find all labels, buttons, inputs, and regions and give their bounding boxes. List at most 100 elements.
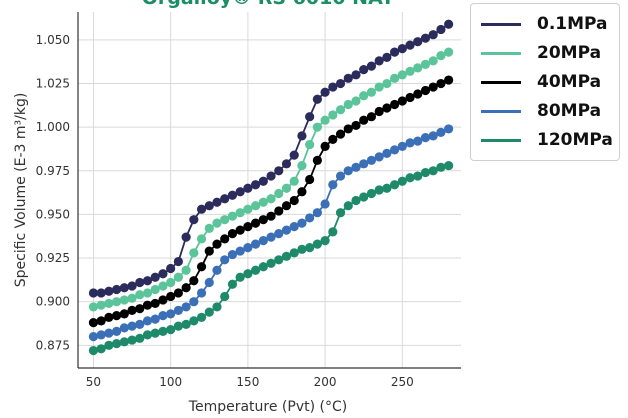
data-point — [335, 208, 346, 218]
data-point — [266, 171, 276, 181]
y-tick-label: 1.000 — [36, 120, 70, 134]
data-point — [127, 305, 137, 316]
data-point — [142, 330, 153, 340]
data-point — [281, 183, 292, 193]
data-point — [382, 183, 392, 193]
data-point — [127, 335, 137, 345]
data-point — [142, 300, 153, 310]
data-point — [289, 222, 299, 232]
data-point — [251, 265, 261, 275]
data-point — [135, 277, 145, 288]
data-point — [227, 229, 238, 239]
data-point — [397, 176, 407, 186]
data-point — [274, 229, 284, 239]
data-point — [305, 112, 315, 122]
data-point — [142, 316, 153, 326]
data-point — [112, 326, 122, 336]
data-point — [374, 56, 384, 66]
data-point — [420, 133, 431, 143]
data-point — [212, 239, 222, 249]
data-point — [335, 171, 346, 181]
data-point — [312, 122, 322, 132]
data-point — [96, 344, 106, 354]
data-point — [135, 319, 145, 329]
data-point — [436, 127, 446, 138]
data-point — [119, 295, 129, 305]
data-point — [366, 188, 377, 199]
data-point — [135, 290, 145, 300]
data-point — [405, 173, 415, 183]
data-point — [335, 78, 346, 89]
data-point — [204, 277, 214, 288]
data-point — [150, 272, 160, 282]
data-point — [366, 87, 377, 97]
data-point — [274, 188, 284, 199]
data-point — [297, 244, 307, 254]
data-point — [289, 248, 299, 258]
data-point — [227, 249, 238, 260]
legend-swatch — [481, 22, 521, 26]
data-point — [382, 148, 392, 158]
data-point — [436, 162, 446, 172]
data-point — [405, 40, 415, 50]
x-axis-label: Temperature (Pvt) (°C) — [188, 399, 347, 415]
data-point — [150, 314, 160, 324]
data-point — [204, 307, 214, 317]
data-point — [320, 115, 330, 125]
data-point — [428, 166, 438, 176]
data-point — [374, 152, 384, 162]
x-tick-label: 200 — [314, 375, 337, 389]
data-point — [281, 201, 292, 211]
data-point — [142, 276, 153, 286]
data-point — [251, 218, 261, 228]
data-point — [173, 256, 183, 267]
data-point — [289, 195, 299, 206]
data-point — [305, 242, 315, 253]
data-point — [243, 183, 253, 193]
data-point — [119, 323, 129, 333]
data-point — [420, 59, 431, 69]
data-point — [158, 281, 168, 291]
x-tick-label: 50 — [86, 375, 101, 389]
data-point — [420, 85, 431, 96]
data-point — [189, 297, 199, 307]
data-point — [413, 63, 423, 73]
data-point — [243, 242, 253, 253]
data-point — [204, 201, 214, 211]
data-point — [112, 297, 122, 307]
data-point — [235, 187, 245, 197]
data-point — [312, 94, 322, 104]
data-point — [328, 134, 338, 144]
data-point — [104, 340, 114, 350]
data-point — [297, 187, 307, 197]
data-point — [181, 319, 191, 329]
data-point — [297, 131, 307, 141]
data-point — [382, 78, 392, 89]
data-point — [173, 272, 183, 282]
data-point — [266, 194, 276, 204]
legend-label: 80MPa — [537, 101, 602, 121]
data-point — [351, 162, 361, 172]
y-tick-label: 0.900 — [36, 295, 70, 309]
data-point — [397, 96, 407, 106]
data-point — [335, 129, 346, 139]
data-point — [189, 276, 199, 286]
data-point — [366, 112, 377, 122]
data-point — [413, 171, 423, 181]
data-point — [374, 185, 384, 195]
data-point — [212, 302, 222, 312]
data-point — [88, 302, 99, 312]
data-point — [196, 204, 207, 214]
data-point — [158, 295, 168, 305]
data-point — [227, 211, 238, 221]
data-point — [281, 225, 292, 235]
data-point — [258, 262, 268, 272]
data-point — [444, 124, 454, 134]
x-tick-label: 150 — [236, 375, 259, 389]
data-point — [297, 218, 307, 228]
data-point — [112, 284, 122, 295]
data-point — [119, 309, 129, 319]
data-point — [258, 215, 268, 225]
data-point — [351, 96, 361, 106]
